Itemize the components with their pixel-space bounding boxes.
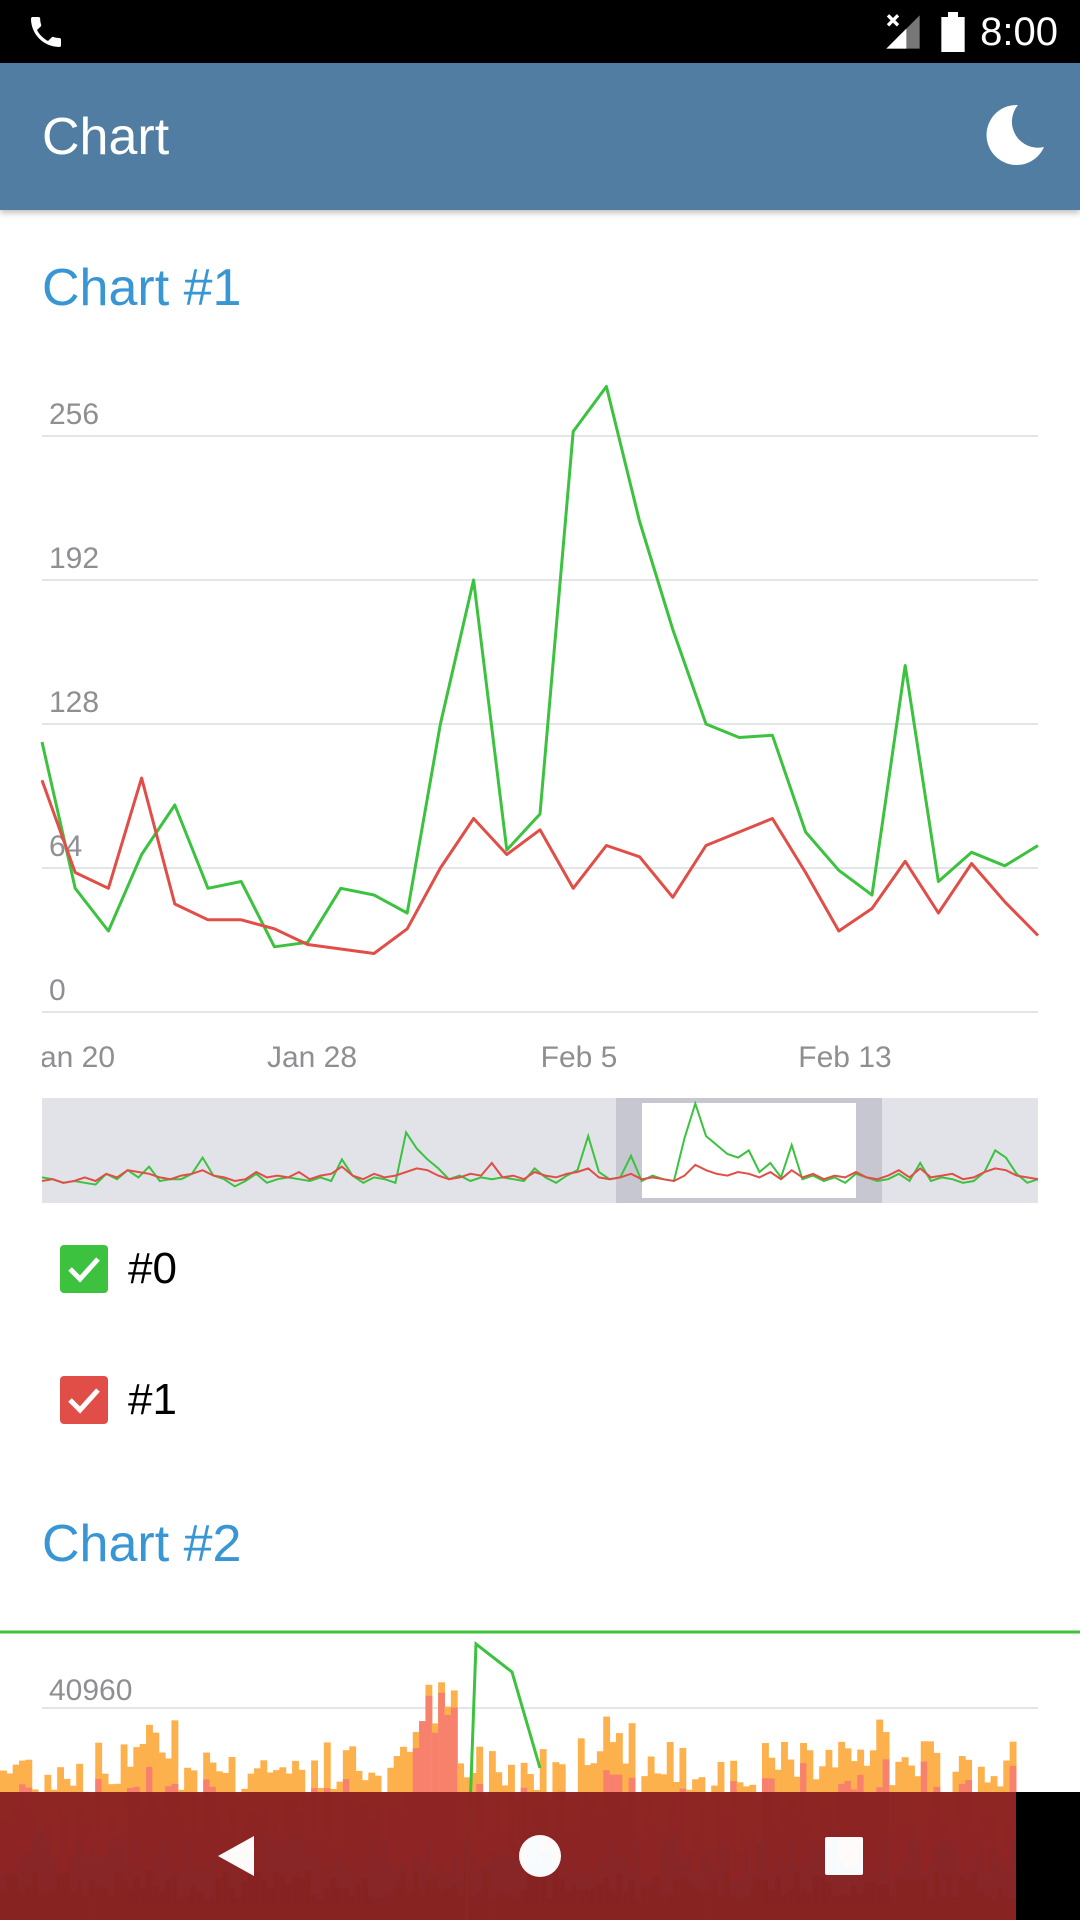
y-tick-label: 128 [49, 686, 99, 719]
navigation-bar-edge [1016, 1792, 1080, 1920]
series-line-0 [40, 385, 1039, 949]
app-title: Chart [42, 108, 170, 166]
series-line-1 [40, 776, 1040, 955]
battery-icon [941, 12, 965, 52]
legend-item-0[interactable]: #0 [60, 1244, 177, 1293]
legend-label-1: #1 [128, 1375, 177, 1424]
app-bar: Chart [0, 63, 1080, 210]
x-axis-mask [0, 1030, 42, 1090]
chart2-y-tick-label: 40960 [49, 1674, 132, 1707]
clock: 8:00 [980, 10, 1058, 54]
y-tick-label: 256 [49, 398, 99, 431]
chart2-title: Chart #2 [42, 1515, 242, 1573]
y-tick-label: 0 [49, 974, 66, 1007]
minimap-background [42, 1098, 1038, 1203]
phone-icon [31, 17, 61, 47]
x-tick-label: Jan 28 [267, 1041, 357, 1074]
legend-label-0: #0 [128, 1244, 177, 1293]
chart1-range-selector[interactable] [42, 1098, 1038, 1203]
home-icon[interactable] [470, 1792, 610, 1920]
check-icon [68, 1388, 100, 1414]
status-bar: 8:00 [0, 0, 1080, 63]
chart1-plot[interactable]: 0 64 128 192 256 Jan 20 Jan 28 Feb 5 Feb 13 [0, 330, 1080, 1090]
navigation-bar [0, 1792, 1016, 1920]
y-tick-label: 192 [49, 542, 99, 575]
chart1-title: Chart #1 [42, 259, 242, 317]
minimap-series-1 [42, 1161, 1038, 1184]
check-icon [68, 1257, 100, 1283]
no-signal-icon [886, 14, 920, 49]
moon-icon[interactable] [978, 99, 1050, 171]
checkbox-1[interactable] [60, 1376, 108, 1424]
checkbox-0[interactable] [60, 1245, 108, 1293]
recents-icon[interactable] [774, 1792, 914, 1920]
x-tick-label: Feb 13 [798, 1041, 891, 1074]
legend-item-1[interactable]: #1 [60, 1375, 177, 1424]
chart2-line-series4 [464, 1641, 542, 1920]
x-tick-label: Feb 5 [541, 1041, 618, 1074]
back-icon[interactable] [166, 1792, 306, 1920]
